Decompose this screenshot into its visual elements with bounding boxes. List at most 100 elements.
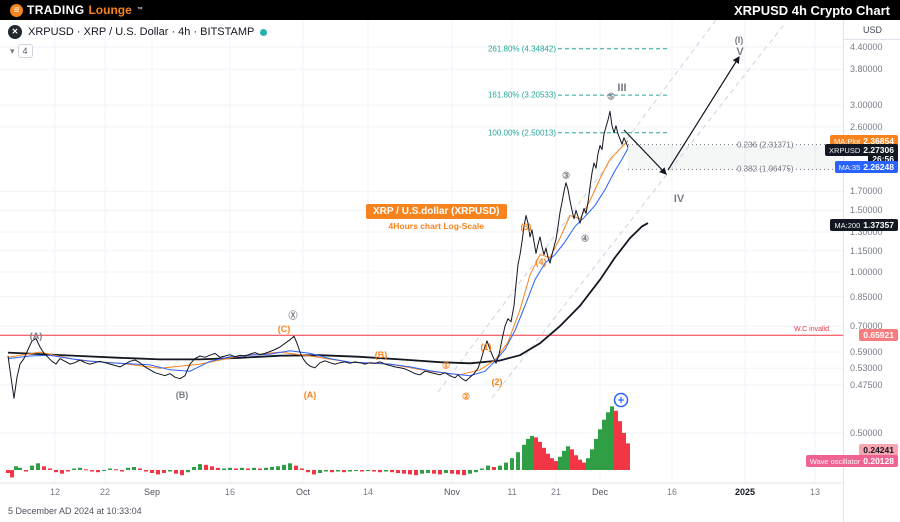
price-axis[interactable]: USD 4.40000 3.80000 3.00000 2.60000 1.70000 1… [843,20,900,522]
wave-oscillator-bar [602,419,606,470]
chart-area: 0.236 (2.31371) 0.382 (1.96475) 261.80% (4… [0,20,900,522]
wave-oscillator-bar [550,458,554,470]
wave-oscillator-bar [192,467,196,470]
fib-target-zone [628,144,841,170]
wave-oscillator-bar [390,470,394,473]
instrument-subtitle: 4Hours chart Log-Scale [388,221,484,231]
wave-oscillator-bar [516,452,520,470]
wave-oscillator-bar [306,470,310,473]
price-axis-label: 3.80000 [850,64,883,75]
wave-oscillator-bar [282,464,286,470]
chart-canvas[interactable] [0,20,900,522]
price-axis-label: 1.50000 [850,205,883,216]
symbol-info[interactable]: ✕ XRPUSD · XRP / U.S. Dollar · 4h · BITS… [8,25,268,39]
wave-oscillator-bar [330,470,334,473]
wave-oscillator-bar [462,470,466,476]
wave-oscillator-bar [420,470,424,474]
wave-oscillator-bar [546,453,550,470]
wave-oscillator-bar [180,470,184,476]
wave-oscillator-bar [598,429,602,470]
price-axis-label: 1.30000 [850,227,883,238]
wave-oscillator-bar [554,461,558,470]
brand-lounge: Lounge [88,3,132,17]
wave-oscillator-bar [530,436,534,470]
wave-oscillator-bar [234,468,238,470]
wave-oscillator-bar [18,467,22,470]
oscillator-peak-marker-icon[interactable] [613,392,629,408]
wave-oscillator-bar [90,470,94,472]
header: ≡ TRADING Lounge ™ XRPUSD 4h Crypto Chart [0,0,900,20]
wave-oscillator-bar [444,470,448,473]
ma200-line[interactable] [7,222,649,365]
indicator-count-badge[interactable]: 4 [17,44,33,58]
trend-channel-line[interactable] [437,20,717,393]
wave-oscillator-bar [108,468,112,470]
wave-oscillator-bar [586,458,590,470]
trend-channel-line[interactable] [491,21,787,399]
wave-oscillator-bar [252,467,256,470]
tradinglounge-logo-icon: ≡ [10,3,23,17]
wave-oscillator-bar [574,455,578,470]
wave-oscillator-bar [186,470,190,473]
price-axis-label: 1.70000 [850,186,883,197]
ma35-line[interactable] [7,147,629,377]
wave-oscillator-bar [590,449,594,470]
wave-oscillator-bar [6,470,10,473]
price-series[interactable] [7,110,629,399]
wave-oscillator-bar [578,459,582,470]
wave-oscillator-bar [534,437,538,470]
wave-oscillator-bar [318,470,322,473]
wave-oscillator-bar [402,470,406,474]
wave-oscillator-bar [486,465,490,470]
wave-oscillator-bar [168,470,172,472]
wave-oscillator-bar [210,466,214,470]
wave-oscillator-bar [510,458,514,470]
wave-oscillator-bar [294,465,298,470]
chevron-down-icon[interactable]: ▾ [10,45,15,56]
wave-oscillator-bar [10,470,14,478]
wave-oscillator-bar [174,470,178,474]
wave-oscillator-bar [504,462,508,470]
wave-oscillator-bar [426,470,430,473]
wave-oscillator-bar [198,464,202,470]
wave-oscillator-bar [48,468,52,470]
wave-oscillator-bar [288,463,292,470]
wave-oscillator-bar [54,470,58,473]
wave-oscillator-bar [60,470,64,474]
wave-oscillator-bar [84,469,88,471]
page-title: XRPUSD 4h Crypto Chart [733,2,890,18]
wave-oscillator-bar [378,470,382,473]
wave-oscillator-bar [414,470,418,476]
wave-oscillator-bar [562,450,566,470]
wave-oscillator-bar [372,470,376,472]
wave-oscillator-bar [456,470,460,475]
wave-oscillator-bar [438,470,442,475]
wave-oscillator-bar [408,470,412,475]
price-axis-label: 0.47500 [850,379,883,390]
brand-trademark: ™ [136,7,143,13]
wave-oscillator-bar [396,470,400,473]
wave-oscillator-bar [538,441,542,470]
wave-oscillator-bar [492,467,496,470]
wave-oscillator-bar [270,467,274,470]
wave-oscillator-bar [132,467,136,470]
axis-currency-label[interactable]: USD [844,25,900,40]
wave-oscillator-bar [276,466,280,470]
wave-oscillator-bar [300,468,304,470]
projection-arrow[interactable] [667,55,740,171]
price-axis-label: 1.15000 [850,245,883,256]
wave-oscillator-bar [570,449,574,470]
wave-oscillator-bar [558,456,562,470]
wave-oscillator-bar [450,470,454,474]
ma-plot-line[interactable] [7,140,629,376]
indicator-tree[interactable]: ▾ 4 [10,44,33,58]
wave-oscillator-bar [360,470,364,472]
wave-oscillator-bar [384,470,388,472]
projection-arrow[interactable] [623,129,667,175]
price-axis-label: 0.59000 [850,347,883,358]
symbol-text[interactable]: XRPUSD · XRP / U.S. Dollar · 4h · BITSTA… [28,26,255,38]
price-axis-label: 1.00000 [850,266,883,277]
wave-oscillator-bar [366,470,370,471]
xrp-logo-icon: ✕ [8,25,22,39]
